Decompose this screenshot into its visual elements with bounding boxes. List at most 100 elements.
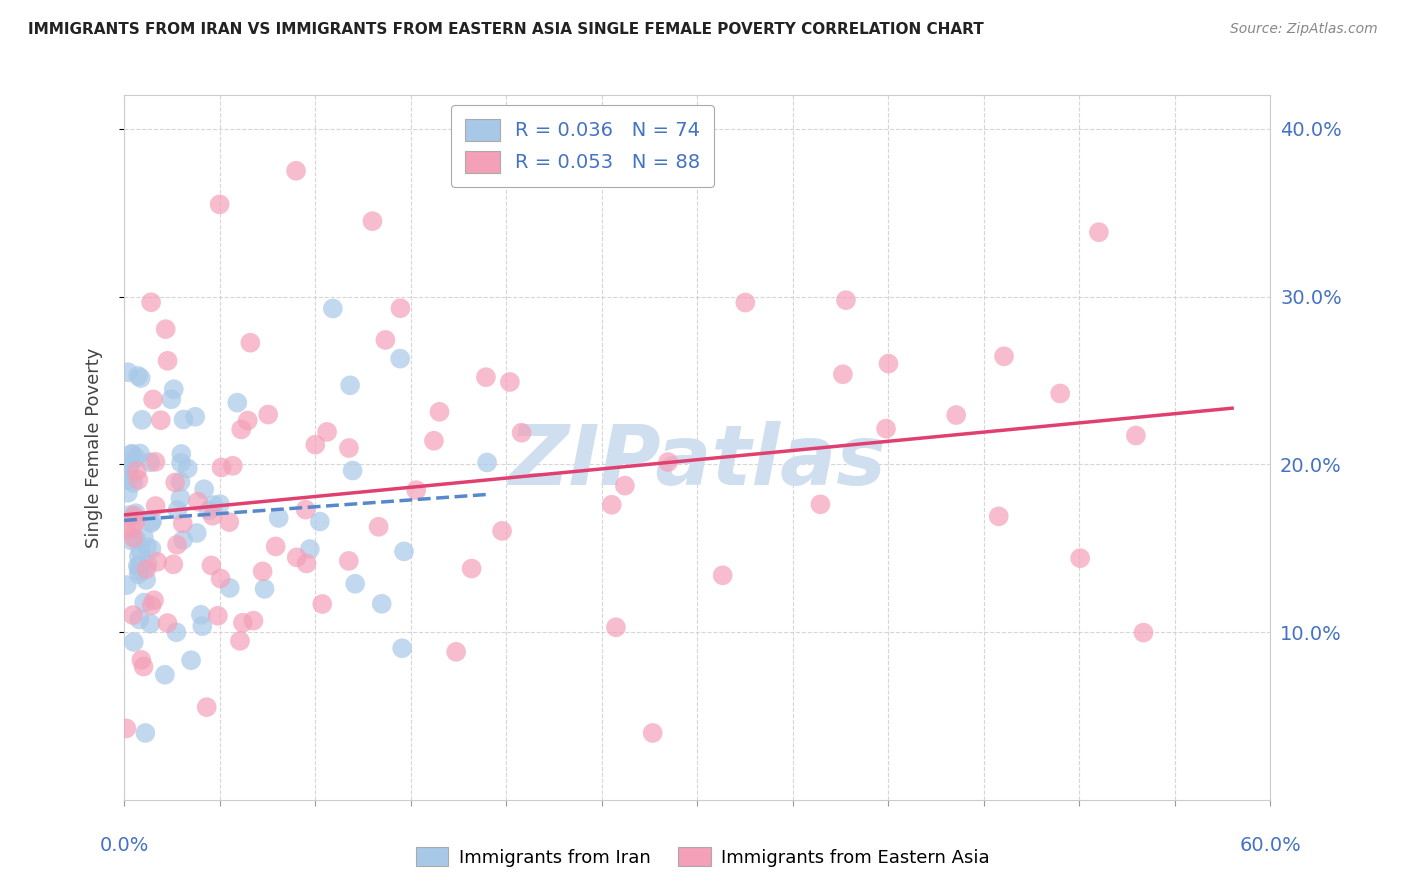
Point — [118, 508, 141, 522]
Point — [1088, 225, 1111, 239]
Point — [236, 413, 259, 427]
Point — [125, 514, 148, 528]
Point — [202, 498, 225, 512]
Point — [122, 508, 145, 523]
Point — [337, 441, 360, 455]
Point — [342, 464, 364, 478]
Point — [125, 464, 148, 478]
Point — [115, 467, 138, 482]
Point — [423, 434, 446, 448]
Point — [128, 612, 150, 626]
Point — [146, 555, 169, 569]
Point — [143, 593, 166, 607]
Point — [657, 455, 679, 469]
Point — [226, 395, 249, 409]
Point — [308, 515, 330, 529]
Point — [122, 635, 145, 649]
Point — [145, 455, 167, 469]
Point — [160, 392, 183, 407]
Point — [121, 533, 143, 548]
Point — [122, 531, 145, 545]
Text: 0.0%: 0.0% — [100, 836, 149, 855]
Point — [121, 521, 143, 535]
Point — [389, 301, 412, 316]
Point — [429, 405, 451, 419]
Point — [285, 163, 308, 178]
Point — [132, 530, 155, 544]
Point — [128, 559, 150, 574]
Point — [129, 543, 152, 558]
Point — [475, 370, 498, 384]
Point — [200, 558, 222, 573]
Point — [153, 667, 176, 681]
Point — [389, 351, 412, 366]
Point — [142, 392, 165, 407]
Text: Source: ZipAtlas.com: Source: ZipAtlas.com — [1230, 22, 1378, 37]
Point — [344, 576, 367, 591]
Text: IMMIGRANTS FROM IRAN VS IMMIGRANTS FROM EASTERN ASIA SINGLE FEMALE POVERTY CORRE: IMMIGRANTS FROM IRAN VS IMMIGRANTS FROM … — [28, 22, 984, 37]
Point — [491, 524, 513, 538]
Point — [121, 447, 143, 461]
Point — [322, 301, 344, 316]
Point — [201, 508, 224, 523]
Point — [613, 478, 636, 492]
Point — [122, 475, 145, 490]
Point — [141, 541, 163, 556]
Point — [510, 425, 533, 440]
Point — [339, 378, 361, 392]
Point — [361, 214, 384, 228]
Point — [316, 425, 339, 439]
Point — [257, 408, 280, 422]
Point — [156, 353, 179, 368]
Point — [177, 461, 200, 475]
Point — [267, 511, 290, 525]
Text: ZIPatlas: ZIPatlas — [509, 421, 886, 502]
Point — [115, 722, 138, 736]
Point — [987, 509, 1010, 524]
Point — [229, 633, 252, 648]
Text: 60.0%: 60.0% — [1240, 836, 1301, 855]
Point — [252, 565, 274, 579]
Point — [165, 625, 187, 640]
Point — [711, 568, 734, 582]
Point — [139, 516, 162, 531]
Point — [184, 409, 207, 424]
Point — [1069, 551, 1091, 566]
Legend: Immigrants from Iran, Immigrants from Eastern Asia: Immigrants from Iran, Immigrants from Ea… — [409, 840, 997, 874]
Point — [231, 422, 253, 436]
Point — [165, 475, 187, 490]
Point — [125, 532, 148, 546]
Point — [180, 653, 202, 667]
Point — [810, 497, 832, 511]
Point — [285, 550, 308, 565]
Point — [391, 641, 413, 656]
Point — [117, 473, 139, 487]
Point — [129, 371, 152, 385]
Point — [117, 463, 139, 477]
Point — [367, 520, 389, 534]
Point — [193, 482, 215, 496]
Point — [222, 458, 245, 473]
Point — [298, 541, 321, 556]
Point — [211, 460, 233, 475]
Point — [405, 483, 427, 498]
Point — [134, 726, 156, 740]
Point — [162, 558, 184, 572]
Point — [131, 413, 153, 427]
Point — [155, 322, 177, 336]
Point — [195, 700, 218, 714]
Point — [993, 349, 1015, 363]
Point — [207, 608, 229, 623]
Point — [311, 597, 333, 611]
Point — [135, 573, 157, 587]
Point — [1049, 386, 1071, 401]
Point — [125, 506, 148, 520]
Point — [141, 599, 163, 613]
Point — [1132, 625, 1154, 640]
Point — [141, 514, 163, 528]
Point — [392, 544, 415, 558]
Point — [191, 619, 214, 633]
Point — [169, 491, 191, 505]
Point — [125, 450, 148, 465]
Point — [156, 615, 179, 630]
